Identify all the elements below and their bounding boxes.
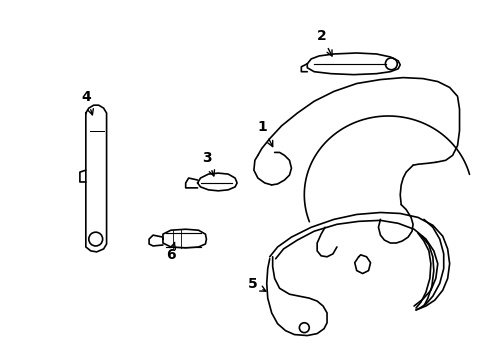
Text: 1: 1 bbox=[257, 120, 272, 147]
Text: 4: 4 bbox=[81, 90, 93, 115]
Text: 3: 3 bbox=[202, 151, 214, 176]
Text: 6: 6 bbox=[165, 242, 175, 262]
Text: 5: 5 bbox=[247, 277, 265, 291]
Text: 2: 2 bbox=[317, 29, 331, 56]
